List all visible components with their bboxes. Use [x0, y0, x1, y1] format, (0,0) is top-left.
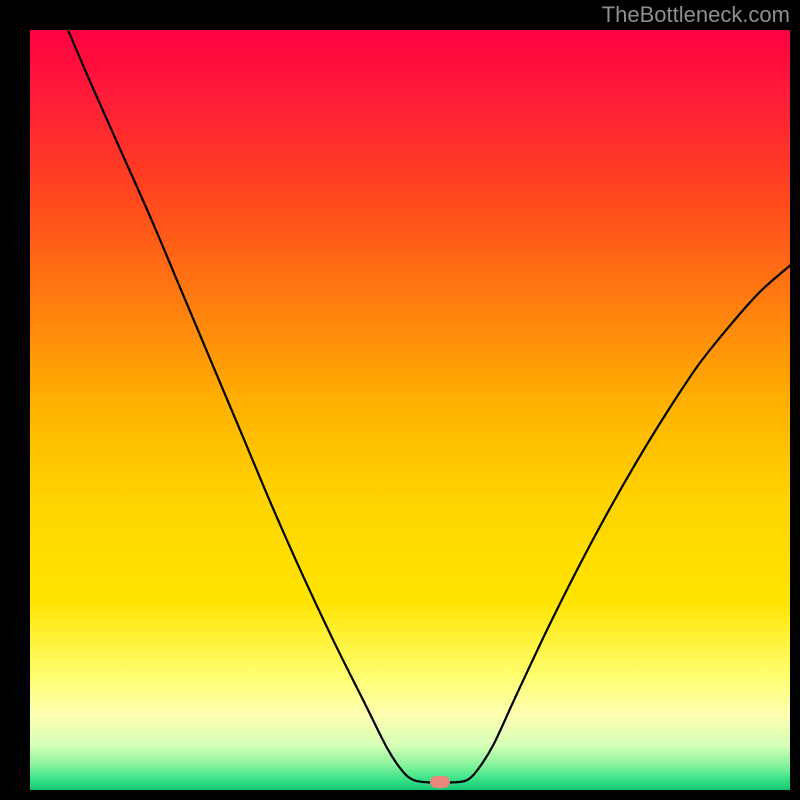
watermark-text: TheBottleneck.com [602, 2, 790, 28]
optimum-marker [430, 776, 450, 788]
plot-area [30, 30, 790, 790]
bottleneck-curve [30, 30, 790, 790]
